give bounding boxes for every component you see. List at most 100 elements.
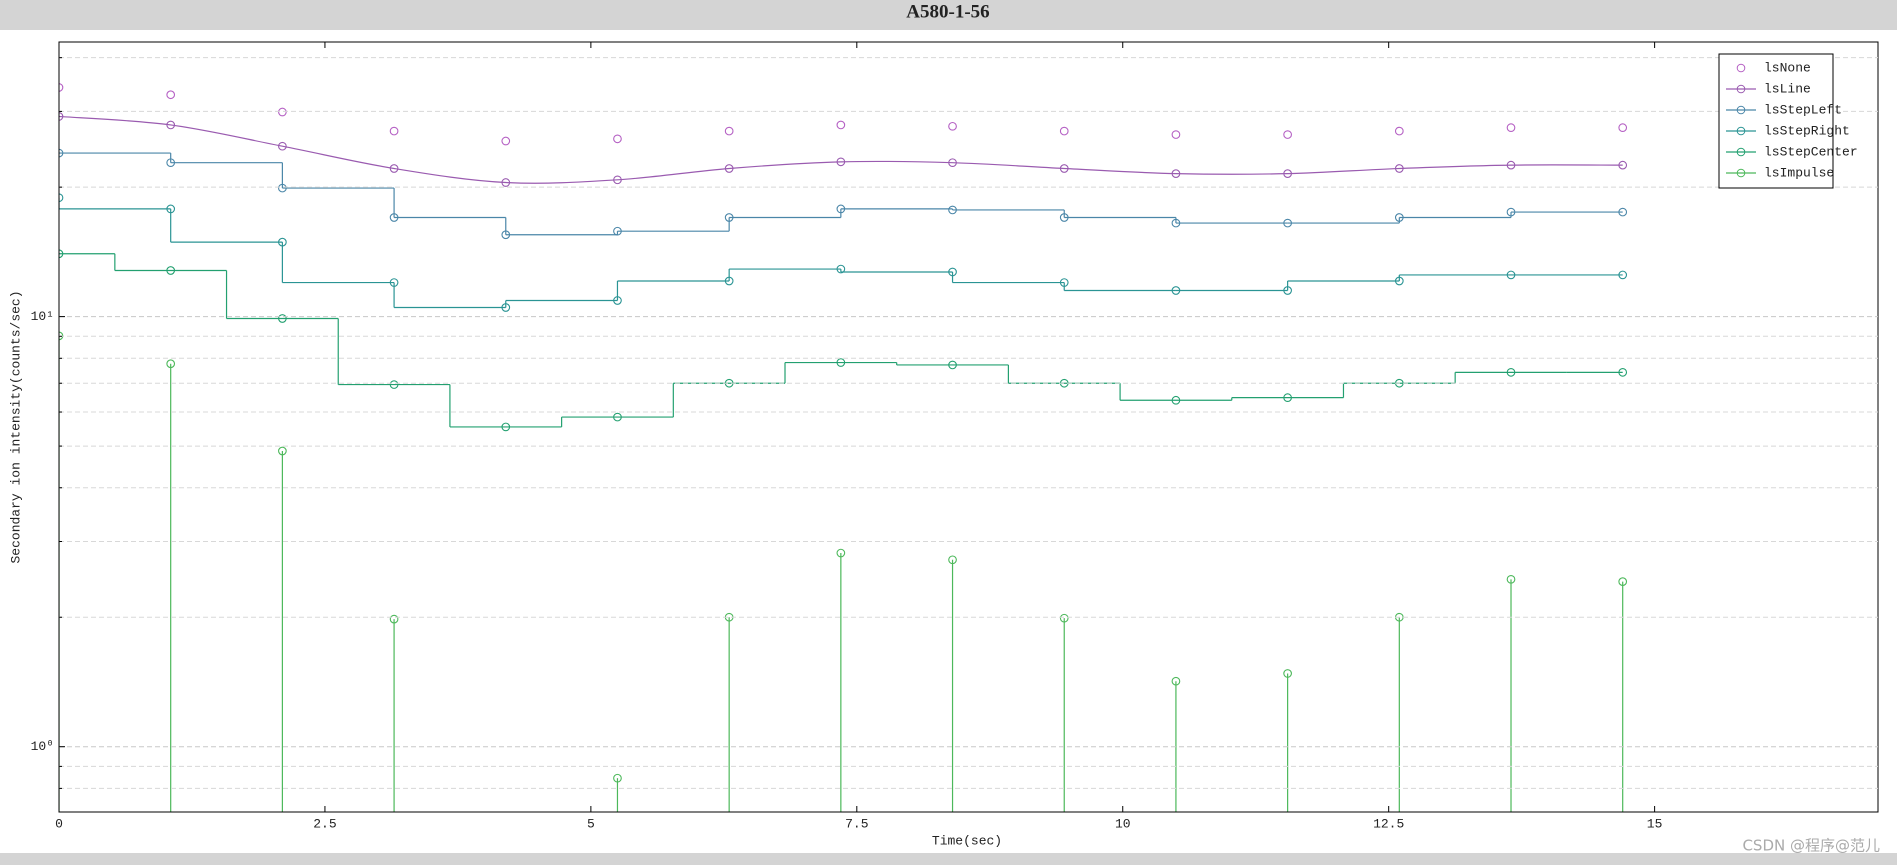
point [1618, 160, 1628, 170]
point [166, 266, 176, 275]
point [1283, 286, 1292, 295]
point [948, 267, 957, 277]
legend-label: lsStepRight [1764, 123, 1850, 138]
chart-title: A580-1-56 [906, 1, 989, 22]
y-tick-label: 10⁰ [31, 739, 54, 754]
point [836, 120, 846, 130]
x-tick-label: 10 [1115, 816, 1131, 831]
x-axis-label: Time(sec) [932, 833, 1002, 848]
point [836, 264, 846, 274]
point [389, 213, 399, 222]
point [613, 773, 622, 783]
point [1283, 169, 1292, 178]
legend-marker [1736, 168, 1746, 178]
panel [0, 30, 1897, 853]
point [1059, 213, 1069, 222]
x-tick-label: 2.5 [313, 816, 336, 831]
point [613, 134, 622, 144]
point [389, 278, 399, 287]
point [1171, 218, 1181, 228]
watermark: CSDN @程序@范儿 [1742, 837, 1880, 855]
point [724, 213, 734, 222]
x-tick-label: 0 [55, 816, 63, 831]
legend-marker [1736, 84, 1746, 94]
y-axis-label: Secondary ion intensity(counts/sec) [8, 290, 23, 563]
legend-box [1718, 53, 1834, 189]
point [1171, 169, 1181, 178]
point [1618, 577, 1628, 586]
plot-frame [58, 41, 1879, 813]
point [166, 158, 176, 168]
legend-marker [1736, 63, 1746, 73]
point [389, 380, 399, 389]
axes: 10⁰ 10¹ 0 2.5 5 7.5 10 12.5 15 [31, 42, 1878, 831]
point [1394, 126, 1404, 136]
point [613, 175, 622, 185]
point [1506, 574, 1516, 584]
y-tick-label: 10¹ [31, 309, 54, 324]
point [1171, 395, 1181, 405]
legend-marker [1736, 105, 1746, 115]
point [948, 121, 957, 131]
legend: lsNone lsLine lsStepLeft lsStepRight lsStepC… [1718, 53, 1858, 189]
point [724, 276, 734, 286]
point [278, 237, 287, 247]
point [1283, 218, 1292, 228]
point [1506, 270, 1516, 280]
point [1394, 213, 1404, 222]
point [613, 412, 622, 422]
point [1618, 123, 1628, 133]
point [1059, 164, 1069, 173]
point [278, 107, 287, 117]
x-tick-label: 5 [587, 816, 595, 831]
point [1171, 676, 1181, 686]
point [166, 204, 176, 214]
point [1506, 207, 1516, 217]
x-tick-label: 12.5 [1373, 816, 1404, 831]
point [836, 204, 846, 214]
point [1283, 669, 1292, 678]
point [1171, 286, 1181, 295]
point [501, 136, 511, 146]
point [1394, 164, 1404, 173]
point [389, 126, 399, 136]
point [278, 314, 287, 323]
point [501, 178, 511, 187]
point [724, 164, 734, 173]
point [1506, 160, 1516, 170]
point [948, 360, 957, 370]
point [1394, 276, 1404, 286]
point [166, 120, 176, 130]
legend-marker [1736, 147, 1746, 157]
point [278, 141, 287, 151]
point [836, 157, 846, 167]
point [278, 446, 287, 456]
point [501, 303, 511, 312]
x-tick-label: 15 [1647, 816, 1663, 831]
legend-label: lsNone [1764, 60, 1811, 75]
legend-label: lsStepCenter [1764, 144, 1858, 159]
point [1506, 368, 1516, 377]
point [836, 548, 846, 558]
point [613, 226, 622, 236]
point [1059, 278, 1069, 287]
point [1059, 613, 1069, 623]
point [1283, 130, 1292, 139]
point [836, 358, 846, 367]
legend-marker [1736, 126, 1746, 136]
point [948, 158, 957, 168]
point [166, 90, 176, 100]
point [1618, 207, 1628, 217]
series-line [59, 115, 1623, 184]
point [613, 296, 622, 305]
point [389, 164, 399, 173]
point [501, 422, 511, 432]
legend-label: lsStepLeft [1764, 102, 1842, 117]
point [1618, 270, 1628, 280]
x-tick-label: 7.5 [845, 816, 868, 831]
point [501, 230, 511, 240]
point [724, 126, 734, 136]
point [1171, 130, 1181, 139]
